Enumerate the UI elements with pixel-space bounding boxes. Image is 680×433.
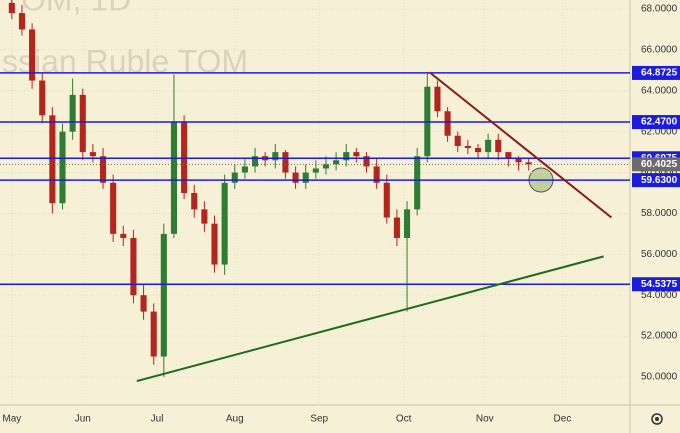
y-tick-label: 68.0000 bbox=[641, 4, 678, 15]
candle-body bbox=[302, 172, 309, 183]
y-tick-label: 52.0000 bbox=[641, 331, 678, 342]
x-tick-label: May bbox=[2, 414, 21, 425]
overlay: 50.0000 52.0000 54.0000 56.0000 58.0000 60.00… bbox=[2, 4, 680, 425]
candle-body bbox=[464, 145, 471, 149]
candle-body bbox=[333, 160, 340, 165]
candle-body bbox=[120, 233, 127, 238]
candle-body bbox=[39, 80, 46, 116]
candle-body bbox=[252, 156, 259, 167]
candle-body bbox=[272, 152, 279, 161]
x-tick-label: Jun bbox=[75, 414, 91, 425]
level-label-box bbox=[632, 277, 680, 292]
watermark: ssian Ruble TOM bbox=[2, 43, 248, 79]
settings-icon[interactable] bbox=[651, 413, 663, 425]
candle-body bbox=[495, 139, 502, 153]
y-tick-label: 58.0000 bbox=[641, 208, 678, 219]
candle-body bbox=[181, 121, 188, 193]
gear-center[interactable] bbox=[655, 417, 659, 421]
candle-body bbox=[414, 156, 421, 210]
candle-body bbox=[454, 135, 461, 146]
candle-body bbox=[140, 295, 147, 312]
x-tick-label: Aug bbox=[226, 414, 244, 425]
candle-body bbox=[8, 2, 15, 14]
level-label-box bbox=[632, 115, 680, 130]
level-label: 54.5375 bbox=[641, 279, 678, 290]
level-label-box bbox=[632, 173, 680, 188]
gear[interactable] bbox=[651, 413, 663, 425]
candle-body bbox=[322, 164, 330, 169]
level-label: 59.6300 bbox=[641, 175, 678, 186]
candle-body bbox=[18, 13, 25, 30]
candle-body bbox=[444, 111, 451, 136]
candle-body bbox=[373, 166, 380, 183]
candle-body bbox=[49, 115, 56, 204]
candle-body bbox=[282, 152, 289, 173]
candle-body bbox=[292, 172, 299, 183]
y-tick-label: 56.0000 bbox=[641, 249, 678, 260]
y-tick-label: 62.0000 bbox=[641, 126, 678, 137]
candle-body bbox=[160, 233, 167, 357]
trend-line bbox=[136, 255, 604, 383]
level-label-box bbox=[632, 65, 680, 80]
y-tick-label: 60.0000 bbox=[641, 167, 678, 178]
candle-body bbox=[170, 121, 178, 234]
candle-body bbox=[150, 311, 157, 357]
x-tick-label: Dec bbox=[554, 414, 572, 425]
x-tick-label: Oct bbox=[396, 414, 412, 425]
candle-body bbox=[515, 158, 522, 163]
candle-body bbox=[130, 237, 137, 296]
candle-body bbox=[353, 152, 360, 157]
candle-body bbox=[241, 166, 248, 173]
candle-body bbox=[201, 209, 208, 224]
last-price-label: 60.4025 bbox=[641, 159, 678, 170]
x-tick-label: Nov bbox=[476, 414, 494, 425]
candle-body bbox=[505, 152, 512, 159]
level-label: 62.4700 bbox=[641, 117, 678, 128]
candle-body bbox=[191, 192, 198, 210]
candle-body bbox=[525, 162, 532, 165]
candle-body bbox=[383, 182, 390, 218]
candle-body bbox=[485, 139, 492, 153]
y-tick-label: 64.0000 bbox=[641, 85, 678, 96]
candle-body bbox=[434, 86, 441, 112]
y-tick-label: 50.0000 bbox=[641, 372, 678, 383]
last-price-box bbox=[632, 157, 680, 172]
candle-body bbox=[474, 148, 482, 153]
candle-body bbox=[221, 182, 228, 265]
x-tick-label: Jul bbox=[151, 414, 164, 425]
plot-area bbox=[0, 0, 630, 405]
x-tick-label: Sep bbox=[310, 414, 328, 425]
candle-body bbox=[393, 217, 400, 238]
candle-body bbox=[99, 156, 107, 183]
candle-body bbox=[343, 152, 350, 161]
candle-body bbox=[363, 156, 370, 167]
candle-body bbox=[231, 172, 238, 183]
candle-body bbox=[404, 209, 411, 238]
trend-line bbox=[429, 71, 613, 219]
candle-body bbox=[211, 223, 218, 265]
candle-body bbox=[110, 182, 117, 234]
candle-body bbox=[312, 168, 319, 173]
y-tick-label: 66.0000 bbox=[641, 45, 678, 56]
level-label: 64.8725 bbox=[641, 68, 678, 79]
candle-body bbox=[69, 94, 76, 132]
candle-body bbox=[79, 94, 86, 153]
candle-body bbox=[89, 152, 96, 157]
y-tick-label: 54.0000 bbox=[641, 290, 678, 301]
candle-body bbox=[59, 131, 66, 204]
candle-body bbox=[29, 29, 36, 81]
